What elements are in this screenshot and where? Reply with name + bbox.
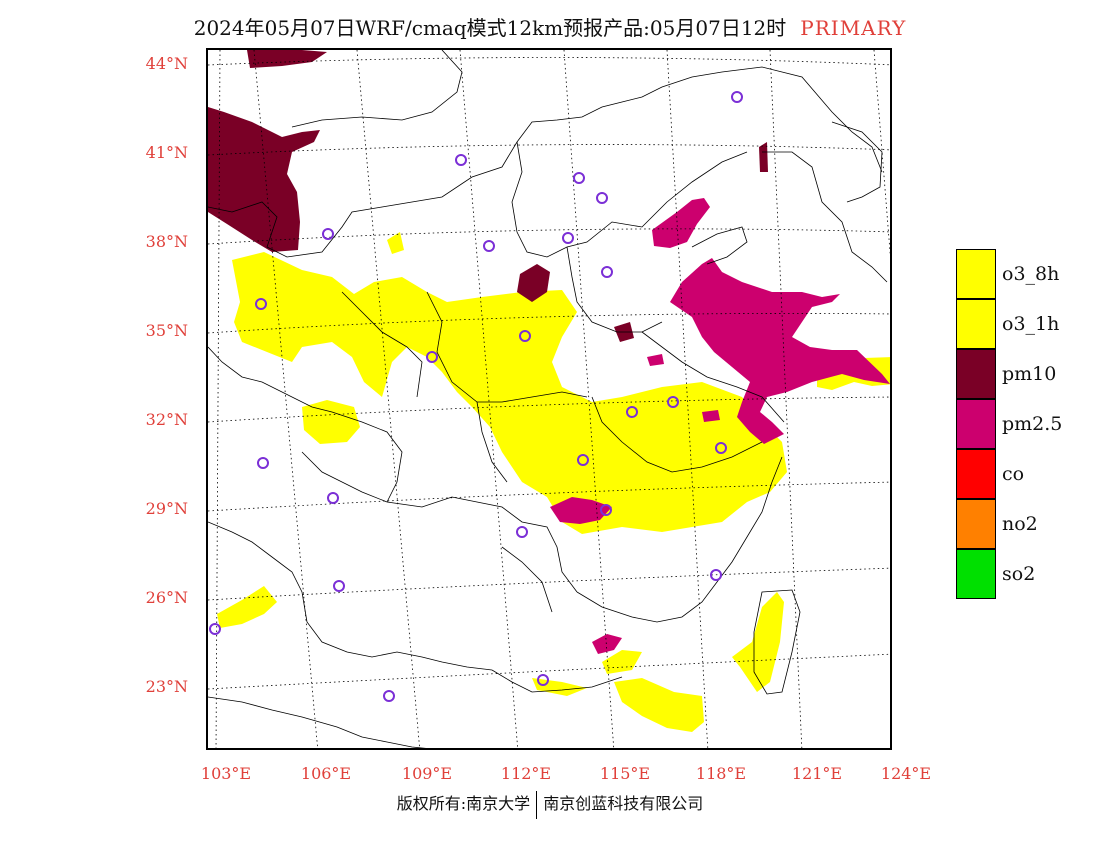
lat-label-44: 44°N <box>145 54 188 73</box>
graticule <box>208 50 890 748</box>
lat-label-29: 29°N <box>145 499 188 518</box>
lon-label-121: 121°E <box>791 764 843 783</box>
pm10-region-shanxi <box>517 264 550 302</box>
o3-region-small <box>387 232 404 254</box>
lon-label-124: 124°E <box>880 764 932 783</box>
legend-swatch-no2 <box>956 499 996 549</box>
map-title: 2024年05月07日WRF/cmaq模式12km预报产品:05月07日12时 P… <box>0 12 1100 41</box>
footer-right: 南京创蓝科技有限公司 <box>543 794 704 813</box>
lat-label-26: 26°N <box>145 588 188 607</box>
pm10-region-inner-mongolia <box>208 107 320 252</box>
lat-label-23: 23°N <box>145 677 188 696</box>
lat-label-32: 32°N <box>145 410 188 429</box>
legend-swatch-pm25 <box>956 399 996 449</box>
pm25-region-north-china-plain <box>670 258 890 444</box>
map-frame <box>206 48 892 750</box>
pm10-areas <box>208 50 768 342</box>
legend-label-o3-1h: o3_1h <box>1002 313 1060 335</box>
pm25-region-small-1 <box>647 354 664 366</box>
lat-label-35: 35°N <box>145 321 188 340</box>
o3-areas <box>217 232 890 732</box>
legend-label-co: co <box>1002 463 1025 485</box>
footer-credits: 版权所有:南京大学 南京创蓝科技有限公司 <box>0 790 1100 819</box>
lon-label-115: 115°E <box>599 764 651 783</box>
legend-swatch-o3-1h <box>956 299 996 349</box>
pm25-areas <box>550 198 890 654</box>
lon-label-112: 112°E <box>500 764 552 783</box>
pm25-region-hebei <box>652 198 710 248</box>
pm10-region-north <box>247 50 327 68</box>
o3-region-central <box>232 252 787 534</box>
title-main: 2024年05月07日WRF/cmaq模式12km预报产品:05月07日12时 <box>193 16 787 40</box>
pm10-region-small-2 <box>759 142 768 172</box>
pm25-region-small-2 <box>702 410 720 422</box>
o3-region-sichuan <box>302 400 360 444</box>
lon-label-118: 118°E <box>695 764 747 783</box>
legend-label-no2: no2 <box>1002 513 1038 535</box>
lon-label-103: 103°E <box>200 764 252 783</box>
lat-label-38: 38°N <box>145 232 188 251</box>
o3-region-coast <box>532 678 587 696</box>
legend-swatch-so2 <box>956 549 996 599</box>
legend-label-pm10: pm10 <box>1002 363 1057 385</box>
legend-swatch-pm10 <box>956 349 996 399</box>
legend-swatch-o3-8h <box>956 249 996 299</box>
lon-label-106: 106°E <box>300 764 352 783</box>
legend-label-so2: so2 <box>1002 563 1036 585</box>
o3-region-southwest <box>217 586 277 628</box>
pm25-region-guangdong <box>592 634 622 654</box>
map-svg <box>208 50 890 748</box>
legend-swatch-co <box>956 449 996 499</box>
legend-label-pm25: pm2.5 <box>1002 413 1063 435</box>
lon-label-109: 109°E <box>401 764 453 783</box>
o3-region-taiwan <box>732 592 784 692</box>
lat-label-41: 41°N <box>145 143 188 162</box>
station-markers <box>209 91 743 702</box>
footer-separator <box>536 790 538 819</box>
footer-left: 版权所有:南京大学 <box>396 794 531 813</box>
title-tag: PRIMARY <box>800 16 907 40</box>
o3-region-south-sea <box>614 678 704 732</box>
legend-label-o3-8h: o3_8h <box>1002 263 1060 285</box>
boundaries <box>208 50 888 748</box>
o3-region-guangdong <box>602 650 642 674</box>
